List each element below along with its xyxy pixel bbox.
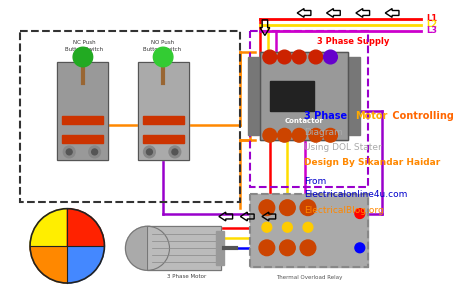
Text: Button Switch: Button Switch (65, 47, 103, 52)
Circle shape (324, 128, 337, 142)
Circle shape (154, 47, 173, 67)
Circle shape (169, 146, 181, 158)
Text: L1: L1 (426, 14, 438, 23)
Text: 3 Phase Motor: 3 Phase Motor (167, 274, 206, 279)
Circle shape (355, 209, 365, 218)
Circle shape (259, 200, 275, 215)
Bar (260, 52, 348, 140)
Text: L3: L3 (426, 26, 438, 35)
Bar (250, 30, 368, 187)
Circle shape (73, 47, 93, 67)
Circle shape (262, 222, 272, 232)
Text: Using DOL Stater: Using DOL Stater (304, 143, 382, 152)
Bar (248, 57, 260, 135)
Bar (57, 62, 109, 160)
Circle shape (278, 128, 292, 142)
Text: Controlling: Controlling (389, 111, 454, 121)
Bar (137, 62, 189, 160)
Circle shape (263, 128, 277, 142)
Circle shape (292, 50, 306, 64)
Circle shape (292, 128, 306, 142)
Bar (250, 194, 368, 267)
Text: L2: L2 (426, 20, 438, 29)
Circle shape (300, 200, 316, 215)
Bar (57, 62, 109, 160)
Circle shape (309, 128, 323, 142)
Text: NC Push: NC Push (73, 40, 95, 45)
Bar (348, 57, 360, 135)
Bar (270, 81, 314, 111)
Text: Button Switch: Button Switch (143, 47, 181, 52)
Bar (143, 116, 184, 123)
Bar (147, 226, 221, 270)
Text: From: From (304, 177, 326, 186)
Text: Design By Sikandar Haidar: Design By Sikandar Haidar (304, 158, 440, 167)
Text: Diagram: Diagram (304, 128, 343, 137)
Text: Contactor: Contactor (284, 118, 323, 124)
Circle shape (64, 146, 75, 158)
Circle shape (303, 222, 313, 232)
Text: Electricalonline4u.com: Electricalonline4u.com (304, 190, 408, 199)
Text: ElectricalBlog.org: ElectricalBlog.org (304, 206, 384, 215)
Bar (260, 52, 348, 140)
Circle shape (126, 226, 170, 270)
Circle shape (309, 50, 323, 64)
Bar (137, 62, 189, 160)
Circle shape (146, 149, 152, 155)
Wedge shape (67, 246, 104, 283)
Circle shape (280, 200, 295, 215)
Bar (250, 194, 368, 267)
Circle shape (278, 50, 292, 64)
Bar (20, 30, 240, 202)
Wedge shape (30, 209, 67, 246)
Circle shape (144, 146, 155, 158)
Circle shape (324, 50, 337, 64)
Circle shape (355, 243, 365, 253)
Circle shape (66, 149, 72, 155)
Text: 3 Phase Supply: 3 Phase Supply (317, 37, 389, 46)
Bar (147, 226, 221, 270)
Wedge shape (30, 246, 67, 283)
Circle shape (172, 149, 178, 155)
Bar (143, 135, 184, 143)
Text: 3 Phase: 3 Phase (304, 111, 351, 121)
Circle shape (280, 240, 295, 256)
Circle shape (300, 240, 316, 256)
Wedge shape (67, 209, 104, 246)
Text: Motor: Motor (355, 111, 387, 121)
Circle shape (259, 240, 275, 256)
Circle shape (89, 146, 100, 158)
Bar (216, 231, 224, 266)
Text: Thermal Overload Relay: Thermal Overload Relay (276, 275, 342, 280)
Circle shape (263, 50, 277, 64)
Bar (63, 116, 103, 123)
Bar (63, 135, 103, 143)
Text: NO Push: NO Push (151, 40, 173, 45)
Circle shape (91, 149, 98, 155)
Circle shape (283, 222, 292, 232)
